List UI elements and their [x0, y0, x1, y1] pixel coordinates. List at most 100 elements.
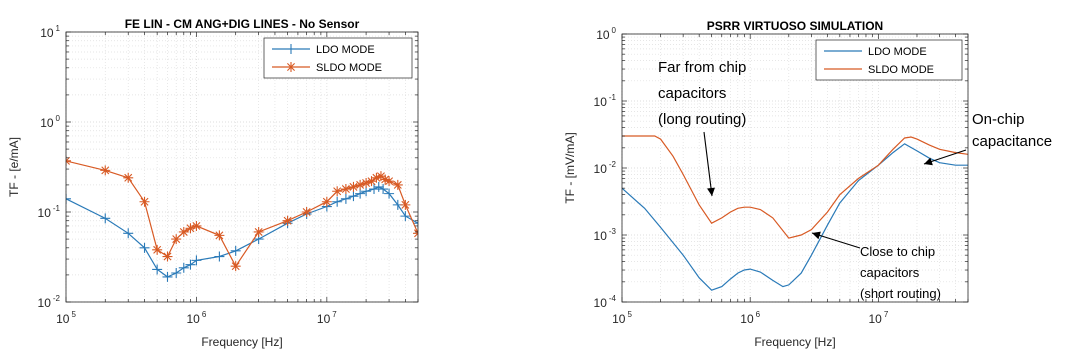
star-marker	[340, 184, 351, 195]
star-marker	[185, 223, 196, 234]
annotation-arrow-far	[703, 131, 713, 197]
star-marker	[214, 230, 225, 241]
plus-marker	[178, 262, 189, 273]
plus-marker	[66, 193, 71, 204]
star-marker	[371, 172, 382, 183]
annotation-close-to-chip: (short routing)	[860, 286, 941, 301]
y-tick-label: 10 -2	[594, 160, 617, 176]
y-tick-label: 10 -4	[594, 294, 617, 310]
annotation-close-to-chip: capacitors	[860, 265, 920, 280]
annotations: Far from chip capacitors (long routing) On-…	[658, 59, 1052, 301]
star-marker	[253, 226, 264, 237]
annotation-arrow-onchip-head	[924, 157, 933, 166]
y-tick-label: 10 0	[596, 26, 616, 42]
annotation-close-to-chip: Close to chip	[860, 244, 935, 259]
series-layer	[622, 135, 968, 291]
x-tick-label: 10 6	[740, 310, 760, 326]
plus-marker	[185, 259, 196, 270]
star-marker	[332, 186, 343, 197]
y-tick-label: 10 -1	[38, 204, 61, 220]
annotation-far-from-chip: capacitors	[658, 85, 726, 102]
star-marker	[123, 172, 134, 183]
plus-marker	[355, 188, 366, 199]
grid	[65, 31, 419, 303]
plus-marker	[123, 228, 134, 239]
annotation-arrow-close-head	[812, 231, 821, 240]
x-tick-label: 10 5	[56, 310, 76, 326]
y-tick-label: 10 0	[40, 114, 60, 130]
star-marker	[384, 176, 395, 187]
plus-marker	[369, 184, 380, 195]
y-tick-label: 10 -1	[594, 93, 617, 109]
x-axis-label: Frequency [Hz]	[754, 335, 835, 349]
annotation-on-chip: On-chip	[972, 111, 1025, 128]
plus-marker	[191, 255, 202, 266]
plus-marker	[139, 242, 150, 253]
star-marker	[152, 244, 163, 255]
x-tick-label: 10 6	[187, 310, 207, 326]
star-marker	[375, 171, 386, 182]
series-line-ldo-mode	[622, 143, 968, 291]
plus-marker	[400, 211, 411, 222]
star-marker	[321, 196, 332, 207]
star-marker	[282, 215, 293, 226]
star-marker	[348, 181, 359, 192]
star-marker	[191, 220, 202, 231]
star-marker	[361, 178, 372, 188]
legend-label: LDO MODE	[316, 44, 375, 56]
star-marker	[380, 174, 391, 185]
plus-marker	[100, 213, 111, 224]
x-tick-label: 10 7	[868, 310, 888, 326]
x-axis-label: Frequency [Hz]	[201, 335, 282, 349]
star-marker	[230, 261, 241, 272]
legend: LDO MODE SLDO MODE	[815, 39, 963, 81]
star-marker	[286, 62, 296, 72]
x-tick-label: 10 5	[612, 310, 632, 326]
ticks	[621, 33, 969, 303]
annotation-arrow-far-head	[707, 187, 715, 196]
series-line-sldo-mode	[622, 135, 968, 239]
plus-marker	[332, 196, 343, 207]
plus-marker	[171, 268, 182, 278]
y-axis-label: TF - [e/mA]	[7, 137, 21, 197]
star-marker	[178, 226, 189, 237]
plus-marker	[152, 264, 163, 275]
y-tick-label: 10 1	[40, 24, 60, 40]
annotation-far-from-chip: (long routing)	[658, 111, 746, 128]
star-marker	[392, 179, 403, 190]
plus-marker	[348, 191, 359, 202]
y-tick-label: 10 -3	[594, 227, 617, 243]
plus-marker	[214, 251, 225, 262]
legend-label: LDO MODE	[868, 46, 927, 58]
star-marker	[355, 179, 366, 190]
plus-marker	[378, 184, 389, 195]
plus-marker	[373, 181, 384, 192]
axes-box	[65, 31, 419, 303]
series-line-ldo-mode	[66, 186, 418, 278]
plus-marker	[340, 193, 351, 204]
chart-tf-ldo-vs-sldo: 10 5 10 6 10 7 10 1 10 0 10 -1 10 -2 FE LIN - CM ANG+D…	[7, 17, 419, 349]
plus-marker	[384, 188, 395, 199]
star-marker	[400, 199, 411, 210]
annotation-on-chip: capacitance	[972, 133, 1052, 150]
star-marker	[366, 176, 377, 187]
chart-title: FE LIN - CM ANG+DIG LINES - No Sensor	[125, 17, 360, 31]
star-marker	[100, 165, 111, 176]
legend-label: SLDO MODE	[316, 62, 382, 74]
star-marker	[162, 251, 173, 262]
annotation-far-from-chip: Far from chip	[658, 59, 746, 76]
series-layer	[66, 155, 418, 282]
y-axis-label: TF - [mV/mA]	[563, 132, 577, 203]
legend-box	[263, 37, 413, 79]
x-tick-label: 10 7	[317, 310, 337, 326]
plus-marker	[413, 218, 418, 229]
star-marker	[171, 234, 182, 245]
star-marker	[301, 207, 312, 217]
star-marker	[139, 196, 150, 207]
legend: LDO MODE SLDO MODE	[263, 37, 413, 79]
plus-marker	[162, 271, 173, 282]
legend-label: SLDO MODE	[868, 64, 934, 76]
chart-psrr-simulation: 10 5 10 6 10 7 10 0 10 -1 10 -2 10 -3 10 -4 PSRR VIRTUOS…	[563, 19, 1052, 349]
chart-title: PSRR VIRTUOSO SIMULATION	[707, 19, 883, 33]
